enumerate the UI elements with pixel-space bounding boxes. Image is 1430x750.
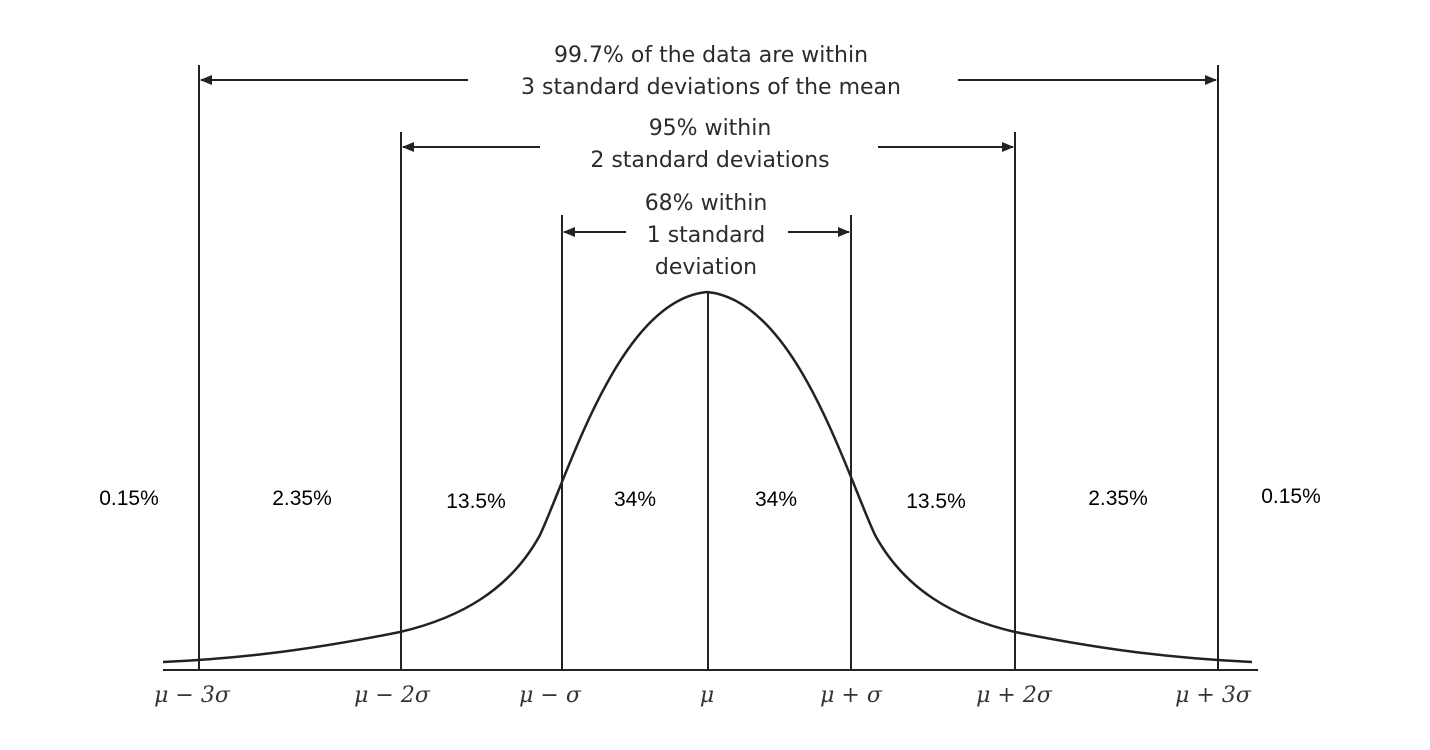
range-3sigma-line2: 3 standard deviations of the mean	[521, 75, 901, 100]
region-percent-label: 2.35%	[272, 487, 332, 510]
range-2sigma-line2: 2 standard deviations	[590, 148, 829, 173]
axis-tick-label: μ	[700, 683, 714, 708]
range-1sigma-line3: deviation	[655, 255, 757, 280]
region-percent-label: 34%	[755, 488, 797, 511]
axis-tick-label: μ − 3σ	[154, 683, 231, 708]
region-percent-label: 13.5%	[906, 490, 966, 513]
axis-tick-label: μ + σ	[820, 683, 883, 708]
axis-tick-label: μ − 2σ	[354, 683, 431, 708]
axis-tick-label: μ − σ	[519, 683, 582, 708]
range-3sigma-line1: 99.7% of the data are within	[554, 43, 868, 68]
region-percent-label: 13.5%	[446, 490, 506, 513]
axis-tick-label: μ + 3σ	[1175, 683, 1252, 708]
region-percent-label: 0.15%	[1261, 485, 1321, 508]
range-1sigma-line2: 1 standard	[647, 223, 766, 248]
region-percent-label: 0.15%	[99, 487, 159, 510]
region-percent-label: 34%	[614, 488, 656, 511]
region-percent-label: 2.35%	[1088, 487, 1148, 510]
range-1sigma-line1: 68% within	[645, 191, 768, 216]
axis-tick-label: μ + 2σ	[976, 683, 1053, 708]
range-2sigma-line1: 95% within	[649, 116, 772, 141]
